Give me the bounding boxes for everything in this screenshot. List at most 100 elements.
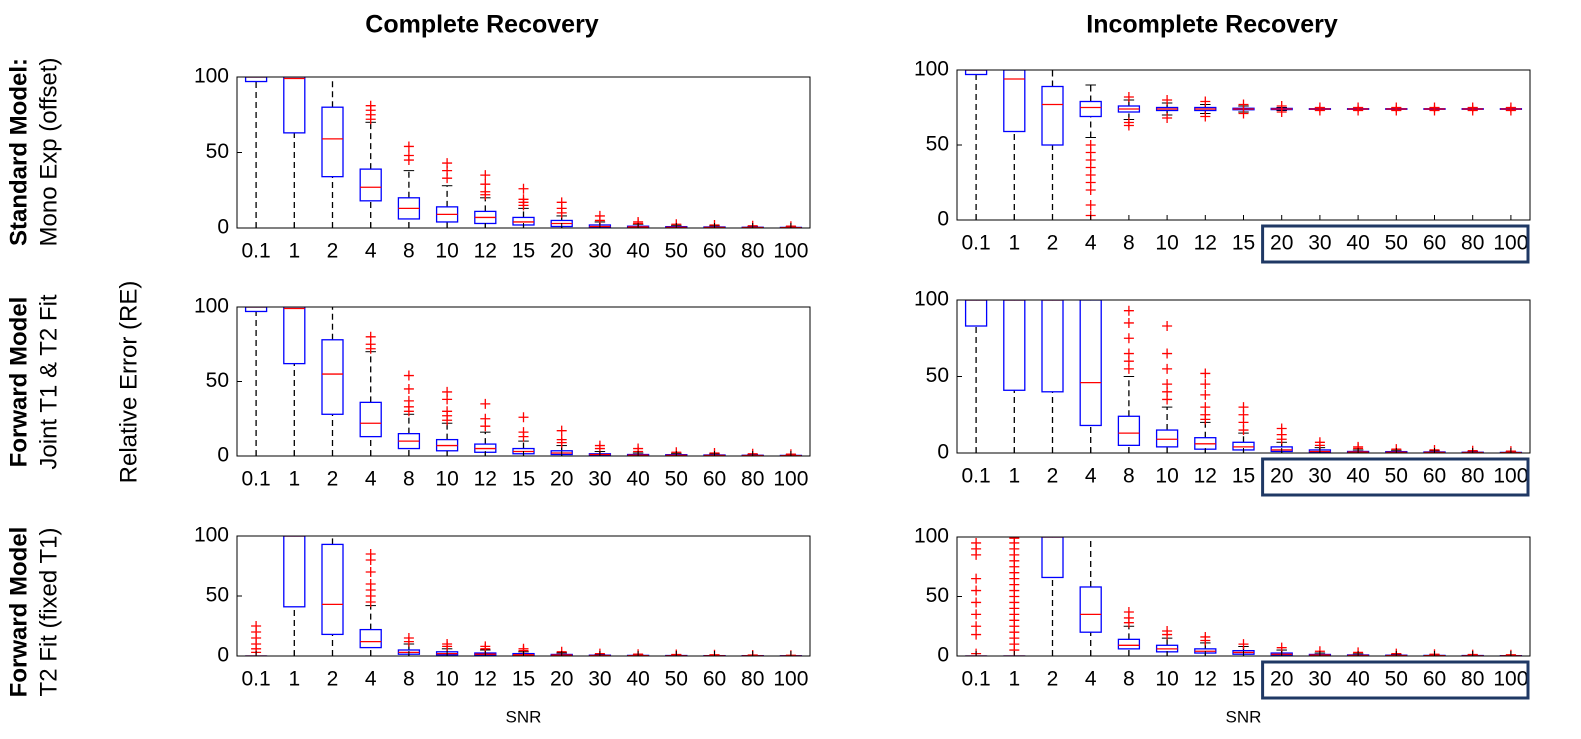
box — [359, 401, 382, 438]
outlier — [1123, 305, 1134, 316]
outlier — [1162, 348, 1173, 359]
outlier — [594, 210, 605, 221]
outlier — [1123, 92, 1134, 102]
plot-area — [964, 70, 1523, 220]
x-tick-label: 20 — [550, 668, 573, 691]
x-tick-label: 100 — [1493, 465, 1528, 488]
x-tick-label: 0.1 — [241, 468, 270, 491]
x-tick-label: 50 — [1385, 668, 1408, 691]
y-tick-label: 100 — [914, 525, 949, 548]
x-tick-label: 0.1 — [961, 465, 990, 488]
y-tick-label: 0 — [217, 216, 229, 239]
outlier — [365, 100, 376, 111]
box — [1041, 300, 1064, 393]
x-tick-label: 50 — [1385, 232, 1408, 255]
outlier — [1200, 96, 1211, 107]
column-title: Incomplete Recovery — [1086, 11, 1338, 39]
x-tick-label: 15 — [512, 240, 535, 263]
outlier — [1162, 95, 1173, 105]
x-tick-label: 60 — [703, 240, 726, 263]
box — [244, 77, 268, 83]
box — [1041, 537, 1064, 579]
outlier — [518, 183, 529, 194]
outlier — [1391, 102, 1402, 113]
x-tick-label: 12 — [474, 468, 497, 491]
x-tick-label: 2 — [327, 240, 339, 263]
outlier — [442, 158, 453, 169]
box — [359, 628, 382, 649]
outlier — [442, 639, 453, 649]
row-label: T2 Fit (fixed T1) — [35, 528, 62, 697]
x-tick-label: 15 — [1232, 232, 1255, 255]
highlight-box — [1261, 457, 1530, 497]
x-tick-label: 10 — [435, 468, 458, 491]
outlier — [1238, 99, 1249, 110]
x-tick-label: 100 — [773, 668, 808, 691]
box — [1079, 100, 1102, 118]
box — [1117, 415, 1141, 446]
x-tick-label: 10 — [1155, 232, 1178, 255]
box — [1117, 638, 1141, 650]
box — [283, 536, 306, 608]
outlier — [403, 150, 414, 161]
x-tick-label: 4 — [365, 240, 377, 263]
plot-area — [244, 536, 803, 656]
box — [1003, 300, 1026, 391]
row-label: Joint T1 & T2 Fit — [35, 294, 62, 470]
x-tick-label: 80 — [1461, 232, 1484, 255]
outlier — [1123, 348, 1134, 359]
x-tick-label: 60 — [1423, 465, 1446, 488]
x-tick-label: 8 — [403, 240, 415, 263]
outlier — [442, 386, 453, 397]
y-tick-label: 0 — [937, 441, 949, 464]
outlier — [1200, 368, 1211, 379]
x-tick-label: 60 — [703, 468, 726, 491]
outlier — [1123, 333, 1134, 344]
x-tick-label: 10 — [1155, 465, 1178, 488]
box — [964, 70, 988, 76]
x-tick-label: 12 — [474, 668, 497, 691]
x-axis-label: SNR — [506, 707, 542, 726]
outlier — [556, 434, 567, 445]
outlier — [1467, 102, 1478, 113]
x-tick-label: 4 — [1085, 668, 1097, 691]
outlier — [594, 440, 605, 451]
outlier — [403, 141, 414, 152]
x-tick-label: 40 — [626, 468, 649, 491]
outlier — [1429, 102, 1440, 113]
plot-area — [244, 307, 803, 456]
y-tick-label: 50 — [926, 584, 949, 607]
x-tick-label: 20 — [1270, 232, 1293, 255]
x-tick-label: 4 — [1085, 465, 1097, 488]
outlier — [403, 370, 414, 381]
x-tick-label: 1 — [288, 668, 300, 691]
row-label: Forward Model — [5, 527, 32, 698]
outlier — [480, 413, 491, 424]
box — [964, 300, 988, 327]
box — [283, 77, 306, 134]
x-tick-label: 2 — [1047, 668, 1059, 691]
outlier — [518, 194, 529, 205]
outlier — [365, 331, 376, 342]
y-tick-label: 100 — [194, 295, 229, 318]
outlier — [971, 585, 982, 596]
x-tick-label: 40 — [1346, 232, 1369, 255]
x-tick-label: 12 — [1194, 232, 1217, 255]
x-tick-label: 30 — [588, 468, 611, 491]
x-tick-label: 8 — [403, 468, 415, 491]
x-tick-label: 40 — [626, 668, 649, 691]
highlight-box — [1261, 224, 1530, 264]
outlier — [1200, 631, 1211, 642]
x-tick-label: 30 — [588, 240, 611, 263]
outlier — [1505, 102, 1516, 113]
y-axis-label: Relative Error (RE) — [115, 281, 142, 484]
outlier — [971, 609, 982, 620]
axes-frame — [236, 306, 811, 457]
outlier — [556, 425, 567, 436]
y-tick-label: 50 — [926, 133, 949, 156]
x-tick-label: 1 — [1008, 465, 1020, 488]
